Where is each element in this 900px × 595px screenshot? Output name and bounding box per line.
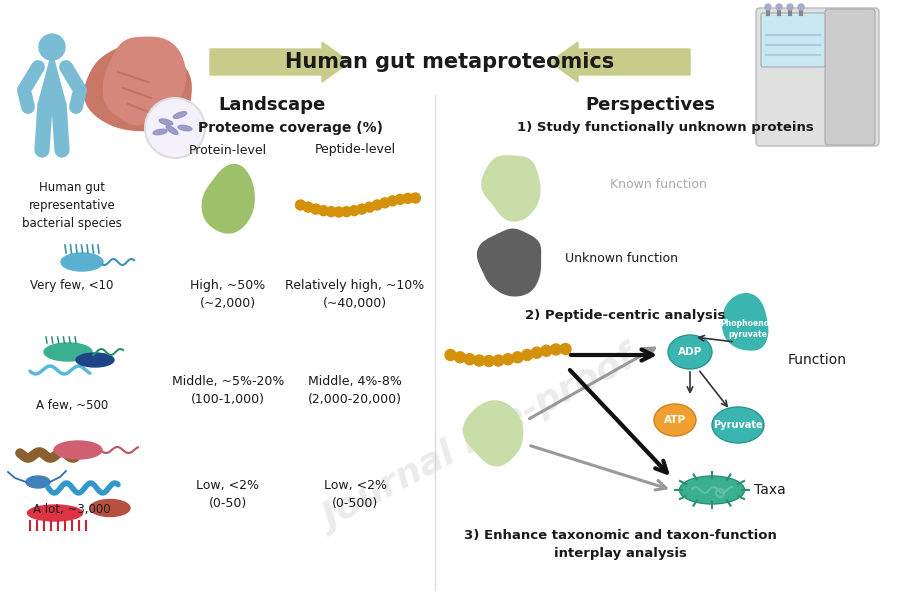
Text: Peptide-level: Peptide-level bbox=[314, 143, 396, 156]
Circle shape bbox=[388, 196, 398, 206]
Circle shape bbox=[787, 4, 793, 10]
Text: Function: Function bbox=[788, 353, 847, 367]
Text: Middle, 4%-8%
(2,000-20,000): Middle, 4%-8% (2,000-20,000) bbox=[308, 374, 402, 406]
Ellipse shape bbox=[61, 253, 103, 271]
Polygon shape bbox=[478, 229, 541, 296]
Text: Journal Pre-proof: Journal Pre-proof bbox=[318, 343, 642, 537]
Circle shape bbox=[349, 206, 359, 215]
FancyBboxPatch shape bbox=[825, 9, 875, 145]
Circle shape bbox=[303, 202, 313, 212]
Polygon shape bbox=[723, 294, 768, 350]
Circle shape bbox=[145, 98, 205, 158]
Text: Pyruvate: Pyruvate bbox=[713, 420, 763, 430]
Circle shape bbox=[560, 343, 571, 355]
Text: Low, <2%
(0-50): Low, <2% (0-50) bbox=[196, 480, 259, 511]
Text: High, ~50%
(~2,000): High, ~50% (~2,000) bbox=[191, 280, 266, 311]
Circle shape bbox=[512, 352, 523, 363]
Ellipse shape bbox=[174, 112, 186, 118]
Ellipse shape bbox=[166, 126, 178, 134]
Circle shape bbox=[502, 354, 514, 365]
Text: 2) Peptide-centric analysis: 2) Peptide-centric analysis bbox=[525, 308, 725, 321]
Circle shape bbox=[454, 352, 465, 363]
Ellipse shape bbox=[668, 335, 712, 369]
Circle shape bbox=[356, 204, 367, 214]
Circle shape bbox=[403, 193, 413, 203]
Ellipse shape bbox=[26, 476, 50, 488]
Circle shape bbox=[551, 344, 562, 355]
Text: Landscape: Landscape bbox=[219, 96, 326, 114]
Circle shape bbox=[473, 355, 485, 366]
Circle shape bbox=[295, 200, 305, 210]
Ellipse shape bbox=[680, 476, 744, 504]
Circle shape bbox=[326, 206, 337, 217]
Text: Very few, <10: Very few, <10 bbox=[31, 278, 113, 292]
Text: Phophoenol-
pyruvate: Phophoenol- pyruvate bbox=[721, 320, 776, 339]
Text: Human gut
representative
bacterial species: Human gut representative bacterial speci… bbox=[22, 180, 122, 230]
Circle shape bbox=[334, 207, 344, 217]
Circle shape bbox=[445, 349, 456, 361]
Ellipse shape bbox=[178, 126, 192, 131]
Circle shape bbox=[483, 355, 494, 367]
Ellipse shape bbox=[90, 499, 130, 516]
Circle shape bbox=[341, 206, 352, 217]
Polygon shape bbox=[464, 401, 523, 466]
Text: Proteome coverage (%): Proteome coverage (%) bbox=[197, 121, 382, 135]
Text: Middle, ~5%-20%
(100-1,000): Middle, ~5%-20% (100-1,000) bbox=[172, 374, 284, 406]
Circle shape bbox=[410, 193, 420, 203]
Text: 3) Enhance taxonomic and taxon-function
interplay analysis: 3) Enhance taxonomic and taxon-function … bbox=[464, 530, 777, 560]
Text: Perspectives: Perspectives bbox=[585, 96, 715, 114]
Circle shape bbox=[765, 4, 771, 10]
Circle shape bbox=[380, 198, 390, 208]
FancyBboxPatch shape bbox=[761, 13, 825, 67]
Text: ADP: ADP bbox=[678, 347, 702, 357]
Text: Relatively high, ~10%
(~40,000): Relatively high, ~10% (~40,000) bbox=[285, 280, 425, 311]
Ellipse shape bbox=[159, 119, 173, 125]
Polygon shape bbox=[85, 45, 191, 130]
Circle shape bbox=[395, 195, 405, 204]
Ellipse shape bbox=[76, 353, 114, 367]
Circle shape bbox=[522, 349, 533, 361]
Circle shape bbox=[798, 4, 804, 10]
Circle shape bbox=[364, 202, 374, 212]
Circle shape bbox=[776, 4, 782, 10]
Text: A few, ~500: A few, ~500 bbox=[36, 399, 108, 412]
FancyArrow shape bbox=[550, 42, 690, 82]
Polygon shape bbox=[104, 37, 185, 124]
Text: Taxa: Taxa bbox=[754, 483, 786, 497]
Ellipse shape bbox=[28, 505, 83, 521]
Polygon shape bbox=[38, 60, 66, 105]
Text: ATP: ATP bbox=[664, 415, 686, 425]
Text: A lot, ~3,000: A lot, ~3,000 bbox=[33, 503, 111, 516]
Polygon shape bbox=[202, 165, 254, 233]
Text: 1) Study functionally unknown proteins: 1) Study functionally unknown proteins bbox=[517, 121, 814, 134]
Circle shape bbox=[319, 206, 328, 215]
Text: Human gut metaproteomics: Human gut metaproteomics bbox=[285, 52, 615, 72]
Ellipse shape bbox=[153, 129, 166, 134]
Text: Known function: Known function bbox=[610, 178, 706, 192]
Ellipse shape bbox=[44, 343, 92, 361]
Ellipse shape bbox=[712, 407, 764, 443]
Text: Low, <2%
(0-500): Low, <2% (0-500) bbox=[323, 480, 386, 511]
Circle shape bbox=[531, 347, 542, 358]
Ellipse shape bbox=[54, 441, 102, 459]
Circle shape bbox=[39, 34, 65, 60]
Circle shape bbox=[373, 200, 382, 210]
FancyBboxPatch shape bbox=[756, 8, 879, 146]
Circle shape bbox=[310, 204, 320, 214]
FancyArrow shape bbox=[210, 42, 350, 82]
Circle shape bbox=[493, 355, 504, 366]
Text: Protein-level: Protein-level bbox=[189, 143, 267, 156]
Circle shape bbox=[541, 345, 552, 356]
Circle shape bbox=[464, 354, 475, 365]
Polygon shape bbox=[482, 156, 540, 221]
Ellipse shape bbox=[654, 404, 696, 436]
Text: Unknown function: Unknown function bbox=[565, 252, 678, 265]
